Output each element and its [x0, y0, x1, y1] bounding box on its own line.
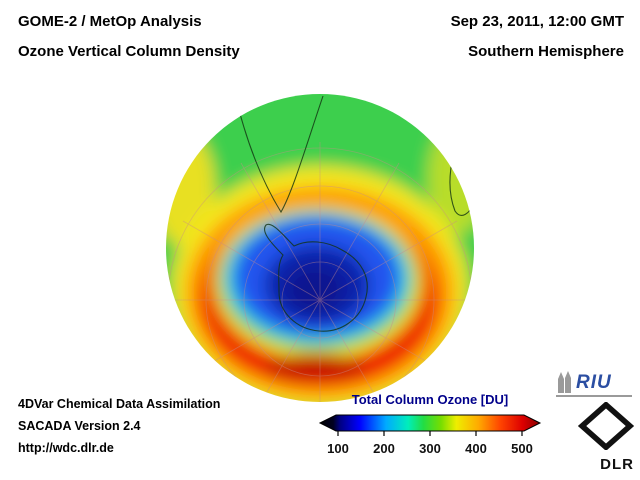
tick-label-500: 500 [511, 441, 533, 456]
url-label: http://wdc.dlr.de [18, 441, 114, 455]
colorbar-tick-labels: 100 200 300 400 500 [318, 441, 542, 457]
dlr-emblem-icon [577, 401, 635, 451]
colorbar-arrow-band [318, 414, 542, 432]
cathedral-icon [558, 371, 571, 393]
tick-label-200: 200 [373, 441, 395, 456]
riu-logo: RIU [556, 369, 634, 397]
tick-label-300: 300 [419, 441, 441, 456]
tick-label-100: 100 [327, 441, 349, 456]
colorbar: Total Column Ozone [DU] [318, 392, 542, 457]
colorbar-title: Total Column Ozone [DU] [351, 392, 509, 407]
plot-title: GOME-2 / MetOp Analysis [18, 13, 202, 30]
dlr-logo: DLR [570, 401, 635, 473]
colorbar-gradient-bar [318, 414, 542, 436]
plot-subtitle: Ozone Vertical Column Density [18, 43, 240, 60]
riu-logo-text: RIU [576, 372, 612, 393]
colorbar-ticks [337, 431, 523, 436]
tick-label-400: 400 [465, 441, 487, 456]
antarctica-outline [264, 223, 368, 332]
riu-underline [556, 395, 632, 397]
south-america-outline [234, 94, 324, 214]
date-label: Sep 23, 2011, 12:00 GMT [450, 13, 624, 30]
globe-map [165, 93, 475, 403]
assimilation-label: 4DVar Chemical Data Assimilation [18, 397, 221, 411]
hemisphere-label: Southern Hemisphere [468, 43, 624, 60]
version-label: SACADA Version 2.4 [18, 419, 141, 433]
globe-svg [166, 94, 474, 402]
dlr-logo-text: DLR [600, 456, 634, 473]
